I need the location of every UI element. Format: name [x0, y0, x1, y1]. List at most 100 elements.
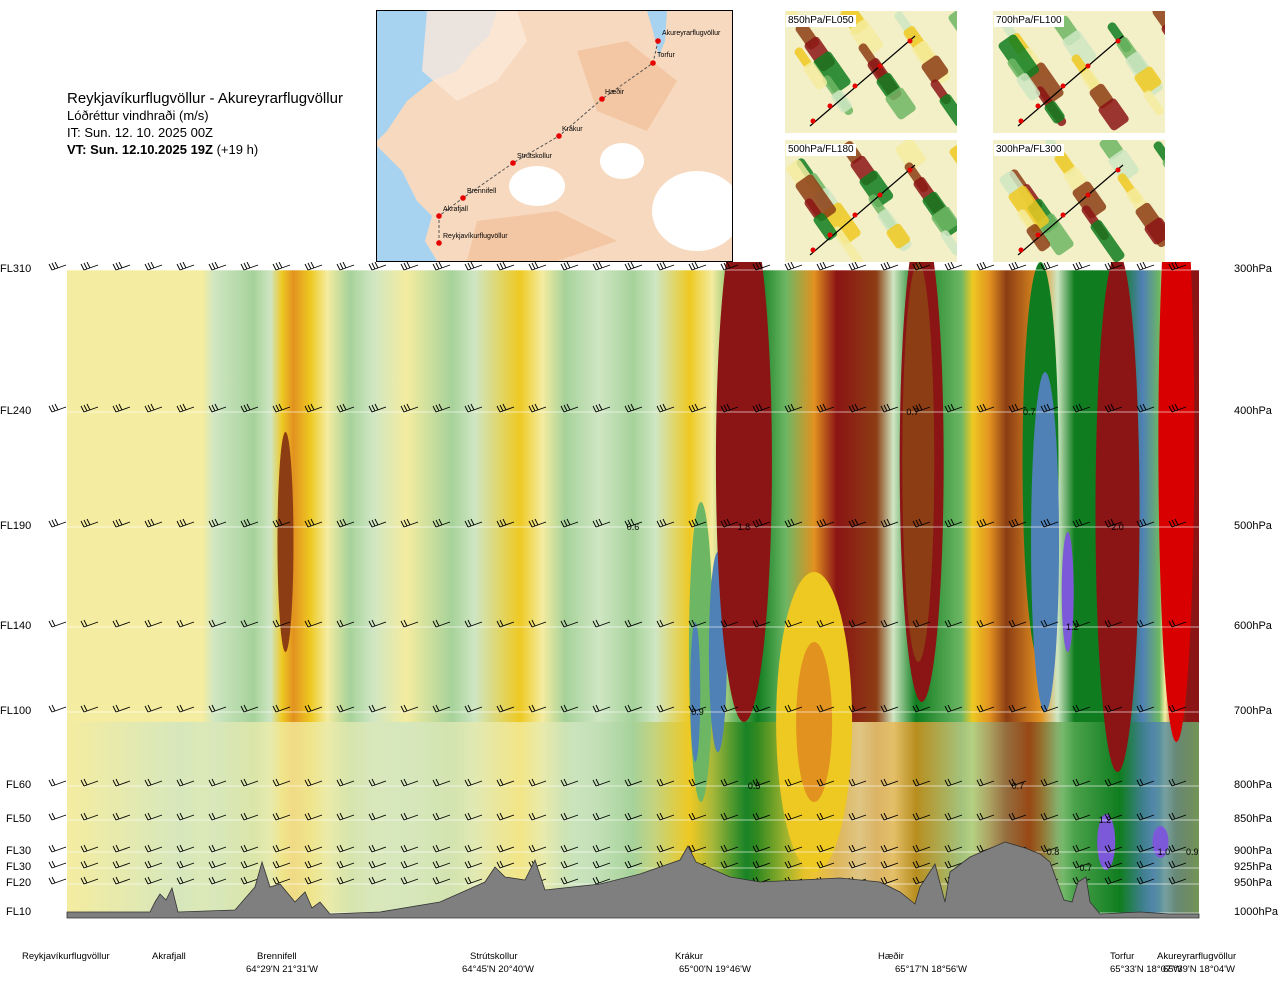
wind-barb: [1072, 518, 1091, 528]
wind-barb: [464, 812, 483, 821]
wind-barb: [432, 876, 451, 885]
wind-barb: [1040, 844, 1059, 853]
wind-barb: [944, 860, 963, 869]
wind-barb: [784, 778, 803, 787]
wind-barb: [336, 518, 355, 528]
wind-barb: [336, 619, 355, 628]
wind-barb: [144, 778, 163, 787]
wind-barb: [48, 262, 67, 271]
wind-barb: [48, 778, 67, 787]
wind-barb: [560, 860, 579, 869]
waypoint-coord: 65°33'N 18°07'W: [1110, 964, 1182, 975]
wind-barb: [272, 262, 291, 271]
map-label-strutskollur: Strútskollur: [517, 153, 553, 160]
wind-barb: [304, 860, 323, 869]
wind-barb: [1040, 619, 1059, 628]
pressure-level-label: 500hPa: [1234, 520, 1272, 532]
waypoint-name: Krákur: [675, 951, 703, 962]
wind-barb: [848, 844, 867, 853]
thumbnail-850-label: 850hPa/FL050: [786, 15, 856, 27]
wind-barb: [80, 518, 99, 528]
wind-barb: [80, 704, 99, 713]
wind-barb: [1136, 619, 1155, 628]
wind-barb: [816, 262, 835, 271]
wind-barb: [208, 518, 227, 528]
flight-level-label: FL100: [0, 705, 32, 717]
wind-barb: [720, 518, 739, 528]
wind-barb: [48, 812, 67, 821]
wind-barb: [80, 844, 99, 853]
wind-barb: [720, 812, 739, 821]
thumbnail-300-label: 300hPa/FL300: [994, 144, 1064, 156]
wind-barb: [624, 860, 643, 869]
wind-barb: [976, 403, 995, 413]
waypoint-name: Hæðir: [878, 951, 904, 962]
wind-barb: [784, 860, 803, 869]
wind-barb: [1008, 403, 1027, 413]
wind-barb: [432, 619, 451, 628]
waypoint-name: Akureyrarflugvöllur: [1157, 951, 1237, 962]
wind-barb: [784, 619, 803, 628]
wind-barb: [272, 844, 291, 853]
contour-label: 0.5: [748, 781, 761, 791]
wind-barb: [368, 619, 387, 628]
pressure-level-label: 400hPa: [1234, 405, 1272, 417]
wind-barb: [848, 403, 867, 413]
wind-barb: [1072, 619, 1091, 628]
wind-barb: [1168, 876, 1187, 885]
wind-barb: [336, 778, 355, 787]
pressure-level-label: 925hPa: [1234, 861, 1272, 873]
wind-barb: [112, 704, 131, 713]
wind-barb: [784, 704, 803, 713]
route-map-svg: Akureyrarflugvöllur Torfur Hæðir Krákur …: [377, 11, 732, 261]
wind-barb: [400, 704, 419, 713]
field-lobes: [277, 262, 1195, 872]
wind-barb: [592, 704, 611, 713]
wind-barb: [304, 403, 323, 413]
wind-barb: [80, 262, 99, 271]
wind-barb: [752, 262, 771, 271]
thumbnail-700-svg: [993, 11, 1165, 133]
wind-barb: [720, 704, 739, 713]
wind-barb: [688, 518, 707, 528]
wind-barb: [912, 860, 931, 869]
thumbnail-300[interactable]: 300hPa/FL300: [993, 140, 1165, 262]
wind-barb: [464, 860, 483, 869]
thumbnail-700-label: 700hPa/FL100: [994, 15, 1064, 27]
wind-barb: [1136, 844, 1155, 853]
thumbnail-850[interactable]: 850hPa/FL050: [785, 11, 957, 133]
wind-barb: [560, 812, 579, 821]
wind-barb: [144, 860, 163, 869]
field-lobe: [1061, 532, 1074, 652]
wind-barb: [144, 619, 163, 628]
wind-barb: [752, 403, 771, 413]
waypoint-coord: 65°00'N 19°46'W: [679, 964, 751, 975]
wind-barb: [1104, 403, 1123, 413]
wind-barb: [304, 262, 323, 271]
wind-barb: [816, 619, 835, 628]
wind-barb: [656, 262, 675, 271]
thumbnail-500[interactable]: 500hPa/FL180: [785, 140, 957, 262]
wind-barb: [496, 704, 515, 713]
wind-barb: [880, 844, 899, 853]
terrain-profile: [66, 841, 1200, 919]
waypoint-name: Torfur: [1110, 951, 1135, 962]
wind-barb: [80, 619, 99, 628]
wind-barb: [144, 812, 163, 821]
wind-barb: [1072, 812, 1091, 821]
wind-barb: [912, 778, 931, 787]
thumbnail-700[interactable]: 700hPa/FL100: [993, 11, 1165, 133]
wind-barb: [688, 704, 707, 713]
pressure-level-label: 800hPa: [1234, 779, 1272, 791]
flight-level-label: FL30: [6, 845, 32, 857]
wind-barb: [144, 704, 163, 713]
wind-barb: [720, 619, 739, 628]
wind-barb: [1136, 704, 1155, 713]
field-lobe: [277, 432, 294, 652]
map-label-haedir: Hæðir: [605, 88, 625, 96]
wind-barb: [688, 844, 707, 853]
wind-barb: [144, 262, 163, 271]
wind-barb: [400, 876, 419, 885]
wind-barb: [560, 778, 579, 787]
wind-barb: [752, 518, 771, 528]
